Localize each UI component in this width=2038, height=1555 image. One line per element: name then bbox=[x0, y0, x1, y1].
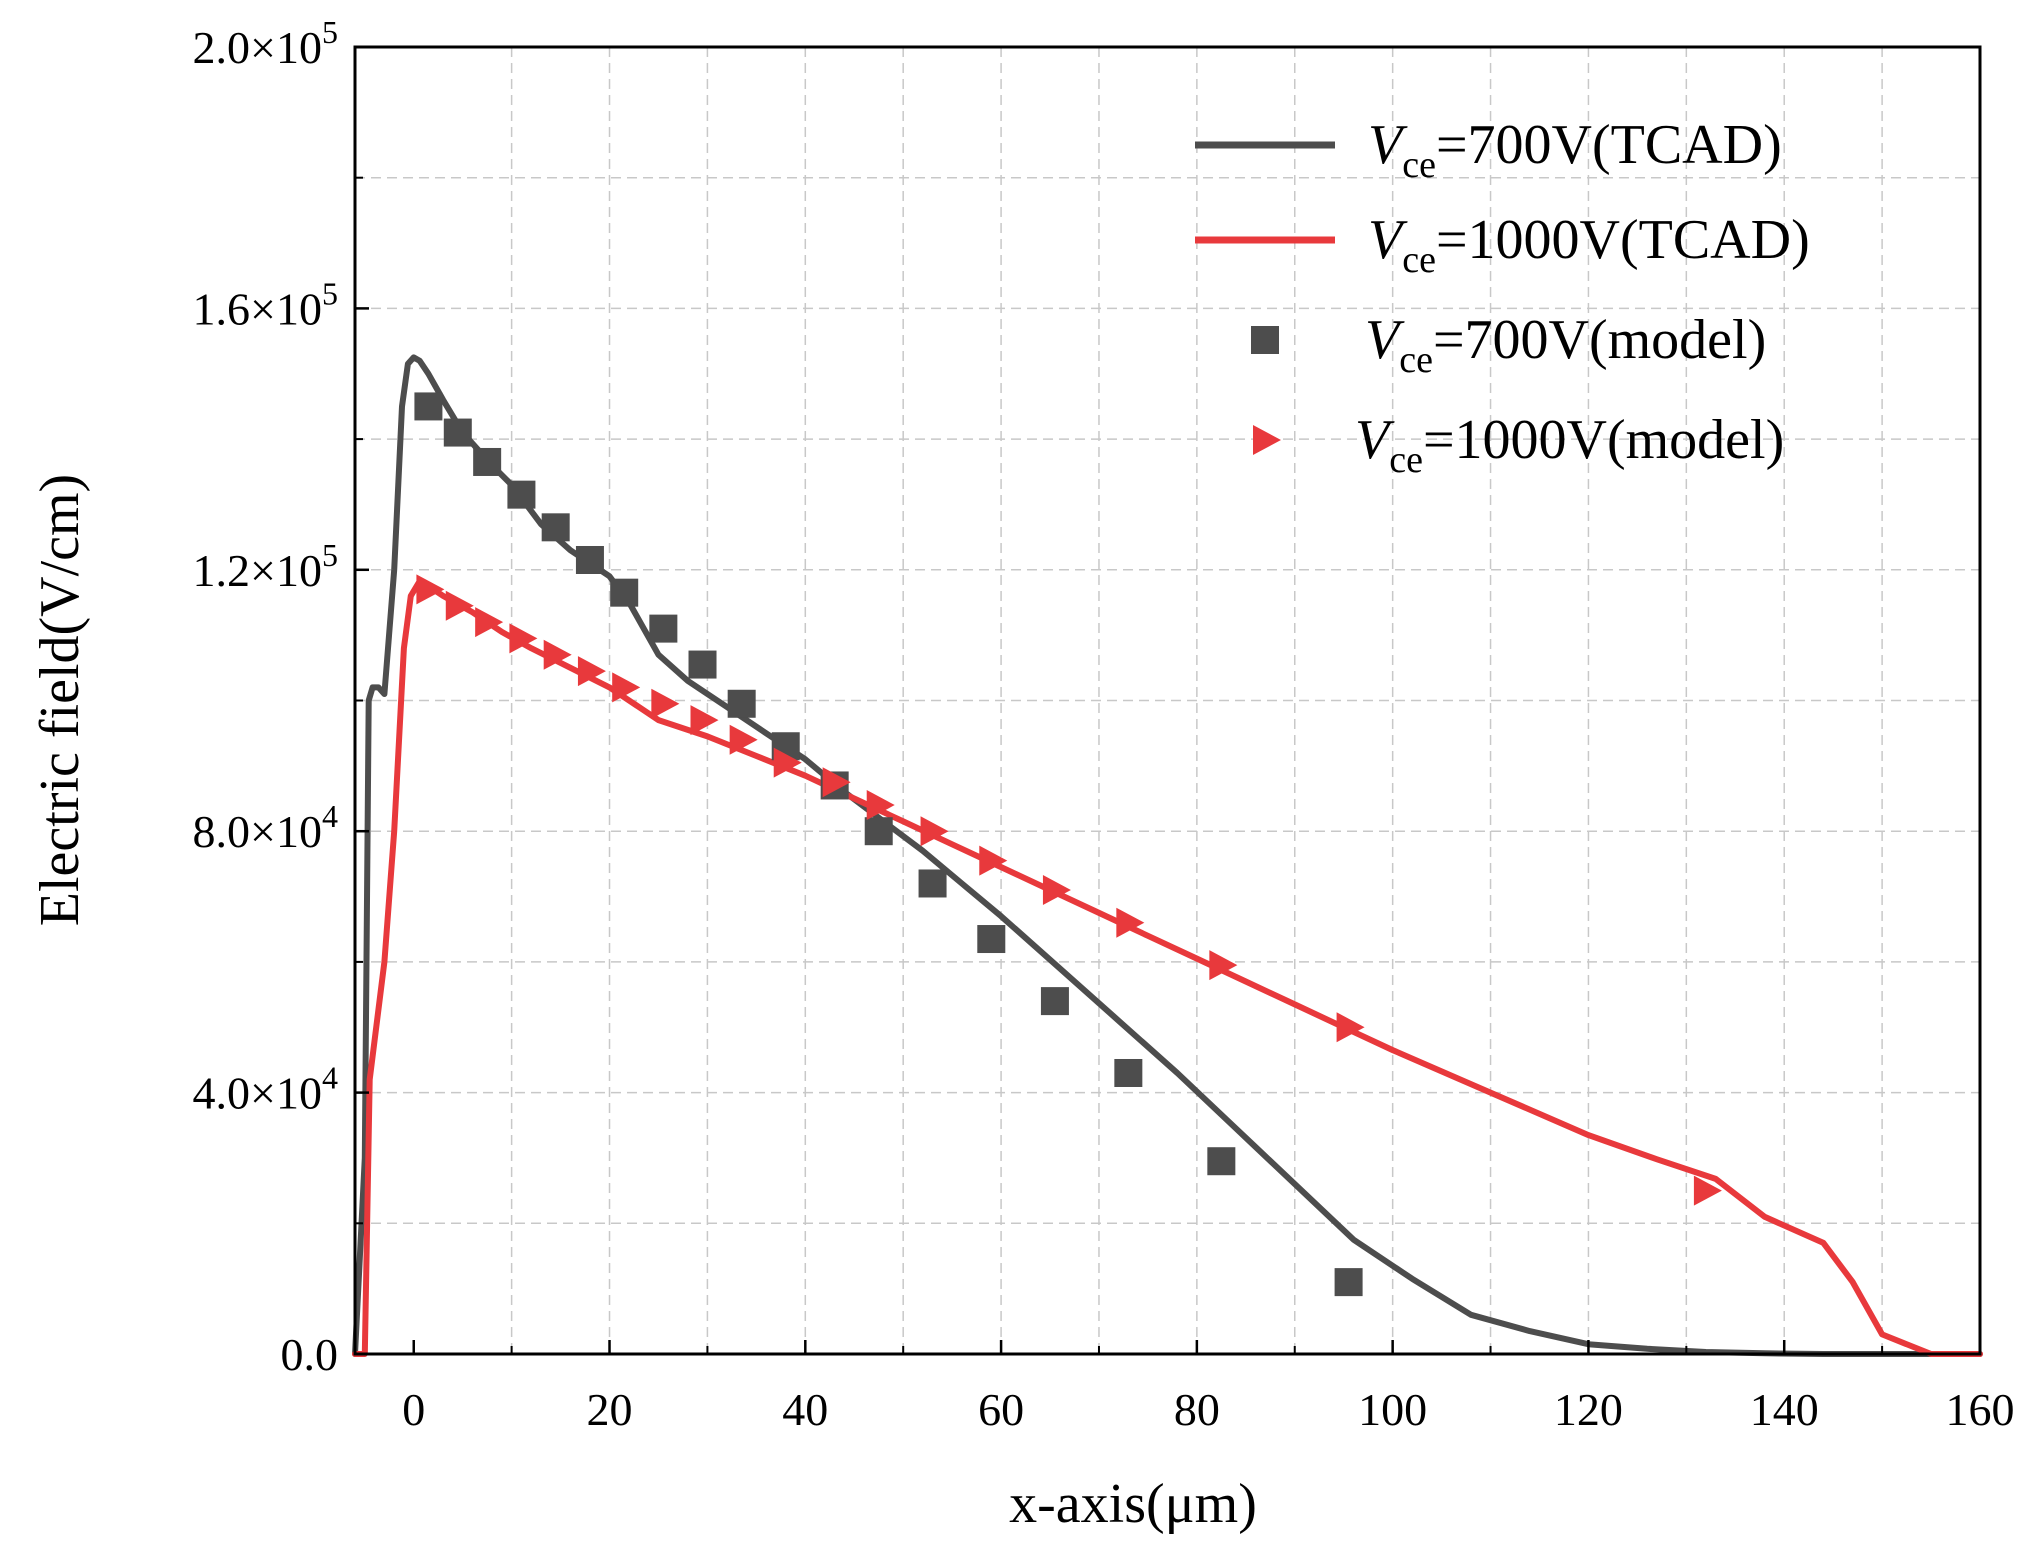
x-tick-label: 80 bbox=[1174, 1384, 1220, 1435]
legend-subscript: ce bbox=[1402, 239, 1436, 281]
marker-square-point bbox=[977, 925, 1006, 954]
marker-triangle-point bbox=[920, 816, 949, 847]
legend-subscript: ce bbox=[1389, 439, 1423, 481]
y-tick-exponent: 5 bbox=[322, 537, 338, 573]
marker-square-point bbox=[575, 545, 604, 574]
y-tick-times: ×10 bbox=[250, 22, 322, 73]
marker-triangle-point bbox=[979, 845, 1008, 876]
legend-entry-label: Vce=700V(TCAD) bbox=[1368, 114, 1782, 186]
marker-triangle-point bbox=[416, 574, 445, 605]
x-tick-label: 160 bbox=[1946, 1384, 2015, 1435]
legend-square-swatch bbox=[1251, 326, 1279, 354]
marker-square-point bbox=[918, 869, 947, 898]
legend-rest: =1000V(model) bbox=[1423, 409, 1784, 471]
marker-square-point bbox=[507, 480, 536, 509]
x-tick-label: 60 bbox=[978, 1384, 1024, 1435]
marker-square-point bbox=[541, 513, 570, 542]
marker-triangle-point bbox=[1042, 875, 1071, 906]
legend-subscript: ce bbox=[1399, 339, 1433, 381]
marker-triangle-point bbox=[866, 790, 895, 821]
marker-square-point bbox=[610, 578, 639, 607]
legend-triangle-swatch bbox=[1253, 425, 1281, 455]
y-tick-label: 4.0×104 bbox=[193, 1060, 338, 1119]
marker-square-point bbox=[1207, 1147, 1236, 1176]
y-tick-label: 8.0×104 bbox=[193, 798, 338, 857]
marker-square-point bbox=[727, 689, 756, 718]
legend-symbol: V bbox=[1365, 309, 1405, 371]
legend-entry-label: Vce=1000V(model) bbox=[1355, 409, 1784, 481]
y-tick-mantissa: 0.0 bbox=[281, 1329, 339, 1380]
y-axis-title: Electric field(V/cm) bbox=[29, 474, 91, 926]
y-tick-mantissa: 2.0 bbox=[193, 22, 251, 73]
marker-triangle-point bbox=[1116, 907, 1145, 938]
y-tick-times: ×10 bbox=[250, 806, 322, 857]
y-tick-label: 2.0×105 bbox=[193, 14, 338, 73]
marker-triangle-point bbox=[651, 688, 680, 719]
y-tick-exponent: 5 bbox=[322, 275, 338, 311]
marker-triangle-point bbox=[543, 639, 572, 670]
y-tick-exponent: 4 bbox=[322, 798, 338, 834]
plot-area bbox=[352, 354, 1983, 1357]
y-tick-mantissa: 1.2 bbox=[193, 545, 251, 596]
marker-triangle-point bbox=[690, 705, 719, 736]
marker-triangle-point bbox=[1693, 1175, 1722, 1206]
marker-square-point bbox=[864, 817, 893, 846]
legend: Vce=700V(TCAD)Vce=1000V(TCAD)Vce=700V(mo… bbox=[1195, 114, 1810, 481]
marker-triangle-point bbox=[509, 623, 538, 654]
x-axis-title: x-axis(μm) bbox=[1009, 1473, 1257, 1535]
x-tick-label: 0 bbox=[402, 1384, 425, 1435]
legend-rest: =1000V(TCAD) bbox=[1436, 209, 1810, 271]
y-tick-label: 1.2×105 bbox=[193, 537, 338, 596]
marker-square-point bbox=[649, 614, 678, 643]
marker-triangle-point bbox=[1209, 950, 1238, 981]
y-tick-exponent: 5 bbox=[322, 14, 338, 50]
y-tick-label: 0.0 bbox=[281, 1329, 339, 1380]
legend-symbol: V bbox=[1368, 209, 1408, 271]
marker-square-point bbox=[414, 392, 443, 421]
y-tick-mantissa: 4.0 bbox=[193, 1068, 251, 1119]
x-tick-label: 120 bbox=[1554, 1384, 1623, 1435]
marker-square-point bbox=[688, 650, 717, 679]
marker-triangle-point bbox=[1336, 1012, 1365, 1043]
series-line-0 bbox=[352, 354, 1983, 1357]
y-tick-mantissa: 8.0 bbox=[193, 806, 251, 857]
marker-triangle-point bbox=[577, 656, 606, 687]
marker-square-point bbox=[443, 418, 472, 447]
marker-triangle-point bbox=[773, 747, 802, 778]
marker-triangle-point bbox=[445, 590, 474, 621]
legend-entry-label: Vce=1000V(TCAD) bbox=[1368, 209, 1810, 281]
marker-triangle-point bbox=[475, 607, 504, 638]
marker-triangle-point bbox=[612, 672, 641, 703]
y-tick-label: 1.6×105 bbox=[193, 275, 338, 334]
legend-subscript: ce bbox=[1402, 144, 1436, 186]
marker-square-point bbox=[473, 447, 502, 476]
marker-square-point bbox=[1334, 1268, 1363, 1297]
x-tick-label: 20 bbox=[587, 1384, 633, 1435]
y-tick-exponent: 4 bbox=[322, 1060, 338, 1096]
legend-symbol: V bbox=[1355, 409, 1395, 471]
x-tick-label: 100 bbox=[1358, 1384, 1427, 1435]
marker-square-point bbox=[1114, 1058, 1143, 1087]
legend-rest: =700V(TCAD) bbox=[1436, 114, 1782, 176]
legend-entry-label: Vce=700V(model) bbox=[1365, 309, 1766, 381]
legend-rest: =700V(model) bbox=[1433, 309, 1766, 371]
y-tick-mantissa: 1.6 bbox=[193, 283, 251, 334]
marker-triangle-point bbox=[729, 724, 758, 755]
y-tick-times: ×10 bbox=[250, 1068, 322, 1119]
marker-triangle-point bbox=[822, 767, 851, 798]
y-tick-times: ×10 bbox=[250, 545, 322, 596]
marker-square-point bbox=[1040, 987, 1069, 1016]
x-tick-label: 140 bbox=[1750, 1384, 1819, 1435]
grid bbox=[355, 47, 1980, 1354]
y-tick-times: ×10 bbox=[250, 283, 322, 334]
x-tick-label: 40 bbox=[782, 1384, 828, 1435]
axes: 0 20 40 60 80 100 120 140 1600.04.0×1048.0×1041.… bbox=[193, 14, 2015, 1435]
legend-symbol: V bbox=[1368, 114, 1408, 176]
